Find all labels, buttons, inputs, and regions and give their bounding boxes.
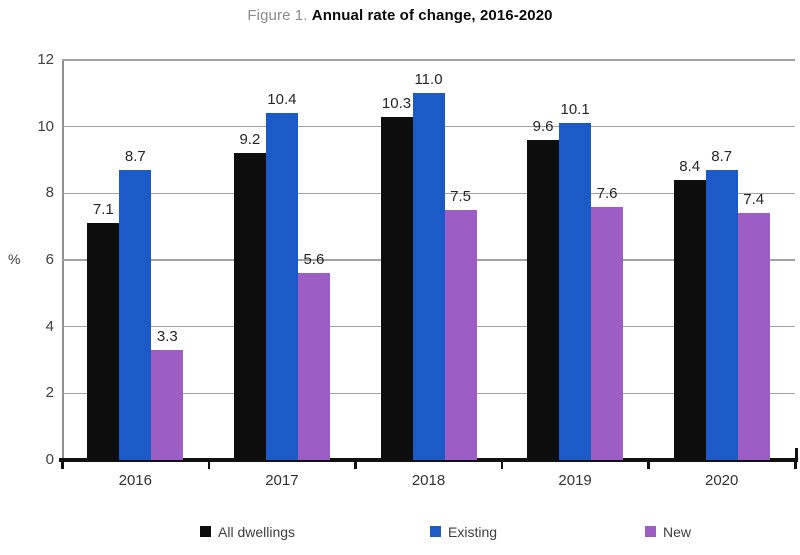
y-tick-label-12: 12 xyxy=(37,51,54,68)
y-axis-title: % xyxy=(8,251,21,267)
bar-value-label: 5.6 xyxy=(303,251,325,269)
bar-2016-existing xyxy=(119,170,152,460)
x-axis-tick xyxy=(794,462,797,469)
legend-swatch-icon xyxy=(645,525,656,537)
bar-2016-new xyxy=(151,350,184,460)
chart-title: Figure 1. Annual rate of change, 2016-20… xyxy=(0,7,800,24)
bar-value-label: 7.4 xyxy=(743,191,765,209)
y-tick-label-10: 10 xyxy=(37,117,54,135)
x-axis-line xyxy=(59,458,798,462)
bar-2019-existing xyxy=(559,123,592,460)
legend-label: New xyxy=(663,524,692,540)
bar-2017-all-dwellings xyxy=(233,153,266,460)
chart-title-text: Annual rate of change, 2016-2020 xyxy=(311,7,553,24)
bar-2017-new xyxy=(297,273,330,460)
legend-label: Existing xyxy=(448,524,498,540)
bar-2019-all-dwellings xyxy=(527,140,560,460)
chart-legend: All dwellings Existing New xyxy=(0,524,800,548)
bar-2018-all-dwellings xyxy=(380,116,413,460)
chart-title-prefix: Figure 1. xyxy=(247,7,308,24)
bar-2017-existing xyxy=(265,113,298,460)
y-tick-label-6: 6 xyxy=(45,251,54,268)
x-axis-tick xyxy=(207,462,211,469)
bar-2020-all-dwellings xyxy=(673,180,706,460)
y-tick-label-8: 8 xyxy=(45,184,54,202)
bar-2020-new xyxy=(737,213,770,460)
y-tick-label-4: 4 xyxy=(45,317,54,335)
y-tick-label-0: 0 xyxy=(45,451,54,468)
legend-item-all-dwellings: All dwellings xyxy=(200,524,295,540)
x-axis-tick xyxy=(647,462,650,469)
x-tick-label-2018: 2018 xyxy=(411,472,446,489)
bar-2018-existing xyxy=(412,93,445,460)
plot-area: 7.1 8.7 3.3 9.2 10.4 5.6 10.3 11.0 7.5 9.6 10.1 7.6… xyxy=(59,59,798,469)
legend-label: All dwellings xyxy=(218,524,296,540)
bar-value-label: 7.1 xyxy=(92,201,114,219)
bar-value-label: 9.2 xyxy=(239,131,261,149)
legend-item-new: New xyxy=(645,524,691,540)
x-tick-label-2020: 2020 xyxy=(705,472,739,489)
bar-value-label: 10.3 xyxy=(381,94,412,112)
x-axis-tick xyxy=(61,462,64,469)
bar-value-label: 9.6 xyxy=(532,118,554,135)
legend-swatch-icon xyxy=(200,525,211,537)
bar-2016-all-dwellings xyxy=(87,223,120,460)
x-axis-end-tick xyxy=(795,448,798,460)
x-axis-tick xyxy=(500,462,504,469)
legend-swatch-icon xyxy=(430,525,441,537)
bar-value-label: 8.7 xyxy=(711,148,733,165)
x-tick-label-2019: 2019 xyxy=(558,472,592,489)
bar-2020-existing xyxy=(705,170,738,460)
bar-2019-new xyxy=(591,206,624,460)
gridline-y-12 xyxy=(62,59,795,61)
bar-value-label: 11.0 xyxy=(414,71,443,89)
bar-value-label: 8.4 xyxy=(679,158,701,175)
x-tick-label-2017: 2017 xyxy=(265,472,299,489)
y-tick-label-2: 2 xyxy=(45,384,54,402)
bar-value-label: 3.3 xyxy=(156,328,178,345)
bar-value-label: 8.7 xyxy=(124,148,146,165)
x-axis-tick xyxy=(354,462,357,469)
bar-2018-new xyxy=(444,210,477,460)
bar-value-label: 10.1 xyxy=(560,101,590,119)
bar-value-label: 7.5 xyxy=(450,188,471,205)
bar-value-label: 7.6 xyxy=(596,184,618,202)
legend-item-existing: Existing xyxy=(430,524,497,540)
x-tick-label-2016: 2016 xyxy=(118,472,152,489)
bar-value-label: 10.4 xyxy=(267,91,297,109)
